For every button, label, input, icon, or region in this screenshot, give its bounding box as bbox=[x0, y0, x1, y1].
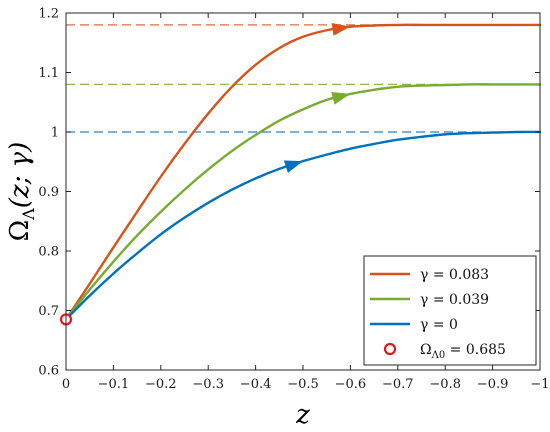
x-tick-label: −1 bbox=[530, 377, 549, 392]
y-tick-label: 0.9 bbox=[38, 185, 59, 200]
asymptote-lines bbox=[66, 24, 540, 133]
x-axis-label: z bbox=[295, 400, 310, 430]
y-tick-label: 1 bbox=[51, 126, 59, 141]
x-tick-label: −0.7 bbox=[382, 377, 414, 392]
x-tick-label: 0 bbox=[62, 377, 70, 392]
x-axis-ticks: 0 −0.1 −0.2 −0.3 −0.4 −0.5 −0.6 −0.7 −0.8 −0.9 −1 bbox=[62, 13, 550, 392]
series-line bbox=[64, 130, 542, 321]
x-tick-label: −0.3 bbox=[192, 377, 224, 392]
direction-arrow bbox=[331, 91, 351, 105]
x-tick-label: −0.1 bbox=[98, 377, 130, 392]
y-tick-label: 1.1 bbox=[38, 66, 59, 81]
direction-arrows bbox=[283, 22, 351, 173]
legend-marker-swatch bbox=[383, 342, 397, 356]
legend-label: γ = 0.039 bbox=[420, 292, 489, 308]
x-tick-label: −0.4 bbox=[240, 377, 272, 392]
direction-arrow bbox=[283, 160, 303, 173]
x-tick-label: −0.6 bbox=[335, 377, 367, 392]
y-tick-label: 0.7 bbox=[38, 304, 59, 319]
y-axis-ticks: 0.6 0.7 0.8 0.9 1 1.1 1.2 bbox=[38, 7, 540, 379]
legend-label: ΩΛ0 = 0.685 bbox=[420, 342, 506, 361]
x-tick-label: −0.9 bbox=[477, 377, 509, 392]
x-tick-label: −0.2 bbox=[145, 377, 177, 392]
y-tick-label: 0.6 bbox=[38, 364, 59, 379]
x-tick-label: −0.8 bbox=[429, 377, 461, 392]
y-axis-label: ΩΛ(z; γ) bbox=[5, 142, 38, 242]
series-line bbox=[64, 83, 542, 321]
legend-label: γ = 0.083 bbox=[420, 267, 489, 283]
series-curves bbox=[64, 23, 542, 321]
legend: γ = 0.083 γ = 0.039 γ = 0 ΩΛ0 = 0.685 bbox=[363, 255, 537, 366]
legend-label: γ = 0 bbox=[420, 317, 458, 333]
series-line bbox=[64, 23, 542, 321]
direction-arrow bbox=[331, 22, 351, 36]
x-tick-label: −0.5 bbox=[287, 377, 319, 392]
y-tick-label: 0.8 bbox=[38, 245, 59, 260]
y-tick-label: 1.2 bbox=[38, 7, 59, 22]
